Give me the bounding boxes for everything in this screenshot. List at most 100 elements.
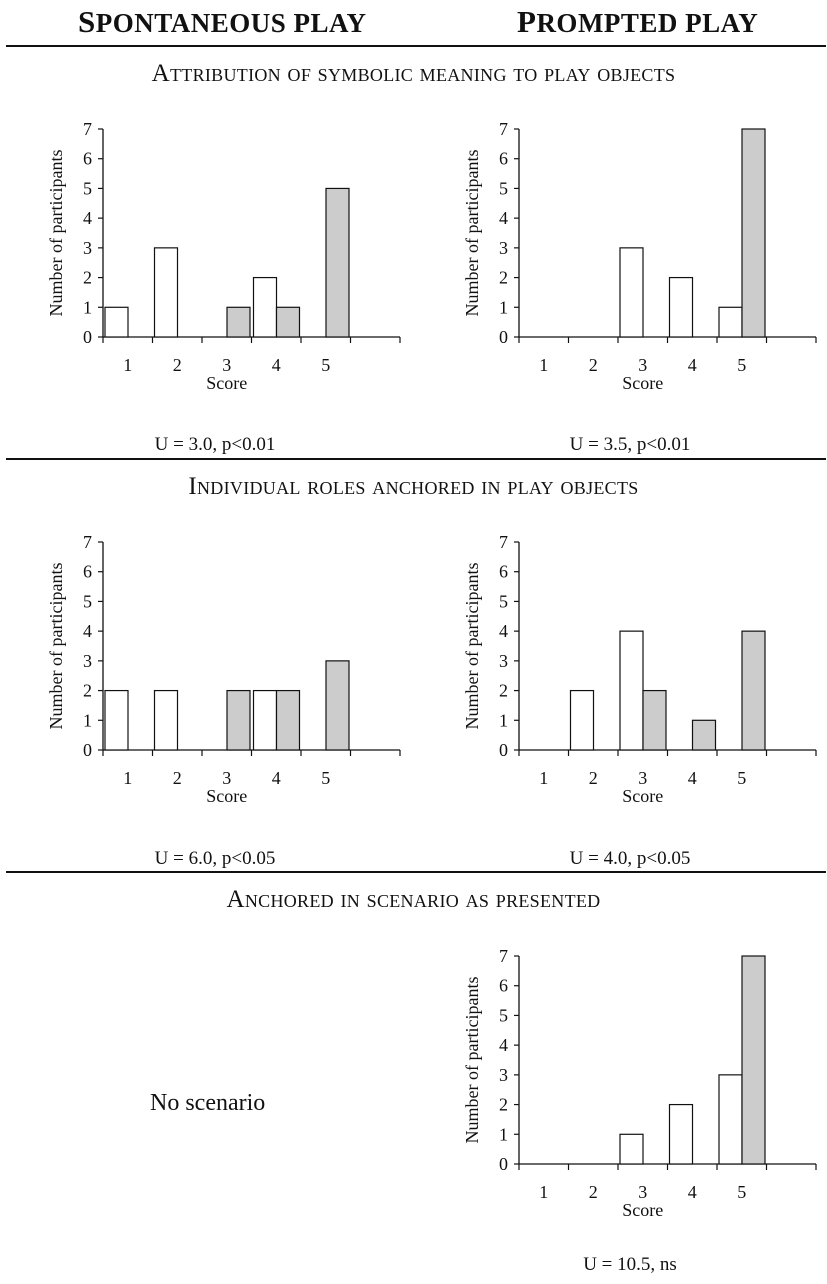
chart-panel: 0 1 2 3 4 5 6 7 Number of participants 1 2 3 4 5 Score — [454, 115, 827, 415]
y-tick-label: 2 — [499, 268, 508, 288]
x-tick-label: 1 — [123, 355, 132, 375]
bar — [325, 660, 350, 751]
x-axis-label: Score — [622, 786, 663, 806]
chart-panel: 0 1 2 3 4 5 6 7 Number of participants 1 2 3 4 5 Score — [38, 528, 418, 828]
y-tick-label: 1 — [499, 297, 508, 317]
y-tick-label: 3 — [499, 238, 508, 258]
bar — [104, 306, 129, 338]
divider — [6, 871, 826, 873]
x-tick-label: 1 — [539, 355, 548, 375]
bar-chart: 0 1 2 3 4 5 6 7 Number of participants 1 2 3 4 5 Score — [462, 946, 817, 1220]
stat-label: U = 4.0, p<0.05 — [569, 848, 691, 869]
section-title-attribution: Attribution of symbolic meaning to play … — [151, 60, 676, 87]
bar — [153, 689, 179, 751]
y-tick-label: 1 — [499, 1124, 508, 1144]
y-tick-label: 2 — [83, 681, 92, 701]
bar — [153, 247, 179, 338]
x-tick-label: 1 — [539, 768, 548, 788]
x-axis-label: Score — [622, 1200, 663, 1220]
bar — [619, 247, 644, 338]
y-tick-label: 5 — [499, 178, 508, 198]
x-tick-label: 5 — [321, 768, 330, 788]
y-tick-label: 1 — [83, 297, 92, 317]
x-tick-label: 1 — [123, 768, 132, 788]
x-axis-label: Score — [206, 373, 247, 393]
stat-label: U = 10.5, ns — [583, 1254, 677, 1275]
y-tick-label: 4 — [83, 621, 92, 641]
y-tick-label: 6 — [499, 562, 508, 582]
y-tick-label: 5 — [83, 591, 92, 611]
y-tick-label: 7 — [499, 946, 508, 966]
bar — [226, 689, 251, 751]
chart-panel: 0 1 2 3 4 5 6 7 Number of participants 1 2 3 4 5 Score — [38, 115, 418, 415]
y-tick-label: 4 — [499, 1035, 508, 1055]
bar — [691, 719, 717, 751]
bar — [104, 689, 129, 751]
y-tick-label: 3 — [499, 1065, 508, 1085]
bar — [619, 630, 644, 751]
x-tick-label: 2 — [589, 768, 598, 788]
x-tick-label: 5 — [321, 355, 330, 375]
x-tick-label: 2 — [173, 768, 182, 788]
bar — [252, 276, 278, 338]
y-axis-label: Number of participants — [46, 563, 66, 730]
y-tick-label: 7 — [499, 532, 508, 552]
bar-chart: 0 1 2 3 4 5 6 7 Number of participants 1 2 3 4 5 Score — [462, 119, 817, 393]
x-tick-label: 4 — [688, 1182, 697, 1202]
bar — [718, 306, 743, 338]
y-tick-label: 6 — [83, 562, 92, 582]
section-title-individual-roles: Individual roles anchored in play object… — [188, 473, 639, 500]
y-tick-label: 6 — [499, 976, 508, 996]
y-axis-label: Number of participants — [462, 150, 482, 317]
x-tick-label: 3 — [222, 768, 231, 788]
y-tick-label: 5 — [499, 591, 508, 611]
y-tick-label: 4 — [499, 621, 508, 641]
bar — [718, 1074, 743, 1165]
bar-chart: 0 1 2 3 4 5 6 7 Number of participants 1 2 3 4 5 Score — [46, 532, 401, 806]
bar — [619, 1133, 644, 1165]
y-tick-label: 0 — [499, 327, 508, 347]
x-tick-label: 3 — [638, 768, 647, 788]
y-tick-label: 3 — [83, 651, 92, 671]
stat-label: U = 3.0, p<0.01 — [154, 434, 276, 455]
x-tick-label: 3 — [638, 1182, 647, 1202]
x-axis-label: Score — [622, 373, 663, 393]
y-tick-label: 0 — [83, 327, 92, 347]
x-tick-label: 3 — [638, 355, 647, 375]
y-tick-label: 7 — [83, 119, 92, 139]
y-tick-label: 7 — [83, 532, 92, 552]
stat-label: U = 6.0, p<0.05 — [154, 848, 276, 869]
bar — [275, 306, 301, 338]
y-tick-label: 0 — [499, 740, 508, 760]
section-title-scenario: Anchored in scenario as presented — [226, 886, 601, 913]
x-tick-label: 4 — [688, 355, 697, 375]
x-tick-label: 4 — [272, 355, 281, 375]
bar — [252, 689, 278, 751]
x-tick-label: 4 — [272, 768, 281, 788]
y-tick-label: 7 — [499, 119, 508, 139]
x-tick-label: 5 — [737, 1182, 746, 1202]
y-tick-label: 6 — [499, 149, 508, 169]
stat-label: U = 3.5, p<0.01 — [569, 434, 691, 455]
chart-panel: 0 1 2 3 4 5 6 7 Number of participants 1 2 3 4 5 Score — [454, 942, 827, 1242]
y-tick-label: 0 — [499, 1154, 508, 1174]
bar — [569, 689, 595, 751]
bar — [741, 630, 766, 751]
y-tick-label: 2 — [499, 1095, 508, 1115]
bar — [642, 689, 667, 751]
bar — [275, 689, 301, 751]
y-axis-label: Number of participants — [46, 150, 66, 317]
x-tick-label: 2 — [589, 1182, 598, 1202]
column-header-spontaneous: Spontaneous Play — [78, 4, 367, 39]
y-tick-label: 3 — [499, 651, 508, 671]
y-tick-label: 3 — [83, 238, 92, 258]
bar-chart: 0 1 2 3 4 5 6 7 Number of participants 1 2 3 4 5 Score — [46, 119, 401, 393]
x-tick-label: 2 — [173, 355, 182, 375]
bar-chart: 0 1 2 3 4 5 6 7 Number of participants 1 2 3 4 5 Score — [462, 532, 817, 806]
x-axis-label: Score — [206, 786, 247, 806]
y-tick-label: 2 — [499, 681, 508, 701]
x-tick-label: 1 — [539, 1182, 548, 1202]
y-tick-label: 0 — [83, 740, 92, 760]
divider — [6, 458, 826, 460]
y-tick-label: 4 — [83, 208, 92, 228]
